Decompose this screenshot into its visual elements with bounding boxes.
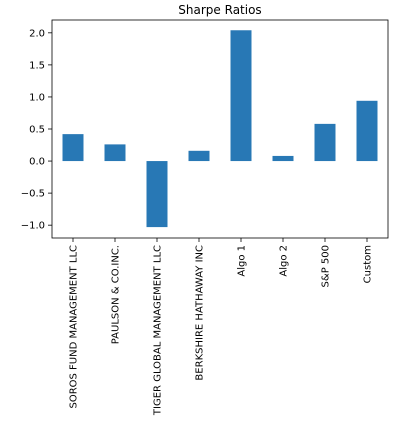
x-tick-label: PAULSON & CO.INC. [111,245,122,344]
bar [314,123,336,162]
x-tick-label: S&P 500 [321,245,332,287]
y-tick-label: 0.5 [29,125,45,136]
x-tick-label: TIGER GLOBAL MANAGEMENT LLC [153,245,164,416]
bar [230,30,252,162]
x-tick-label: Algo 1 [237,245,248,277]
x-tick-label: BERKSHIRE HATHAWAY INC [195,245,206,381]
x-tick-label: Custom [363,245,374,283]
y-tick-label: 2.0 [29,28,45,39]
axes-frame [51,19,389,239]
y-tick-label: −1.0 [21,221,45,232]
y-tick-label: −0.5 [21,189,45,200]
bar [104,144,126,162]
plot-area: −1.0 −0.5 0.0 0.5 1.0 1.5 2.0 SOROS FUND MANAGE… [21,19,389,416]
bar [62,134,84,162]
bar [272,155,294,162]
bar [146,161,168,228]
bar [356,100,378,162]
y-tick-label: 1.5 [29,60,45,71]
bar [188,150,210,162]
chart-title: Sharpe Ratios [178,3,261,17]
x-tick-label: Algo 2 [279,245,290,277]
x-tick-label: SOROS FUND MANAGEMENT LLC [69,245,80,409]
y-tick-label: 0.0 [29,157,45,168]
y-tick-label: 1.0 [29,92,45,103]
